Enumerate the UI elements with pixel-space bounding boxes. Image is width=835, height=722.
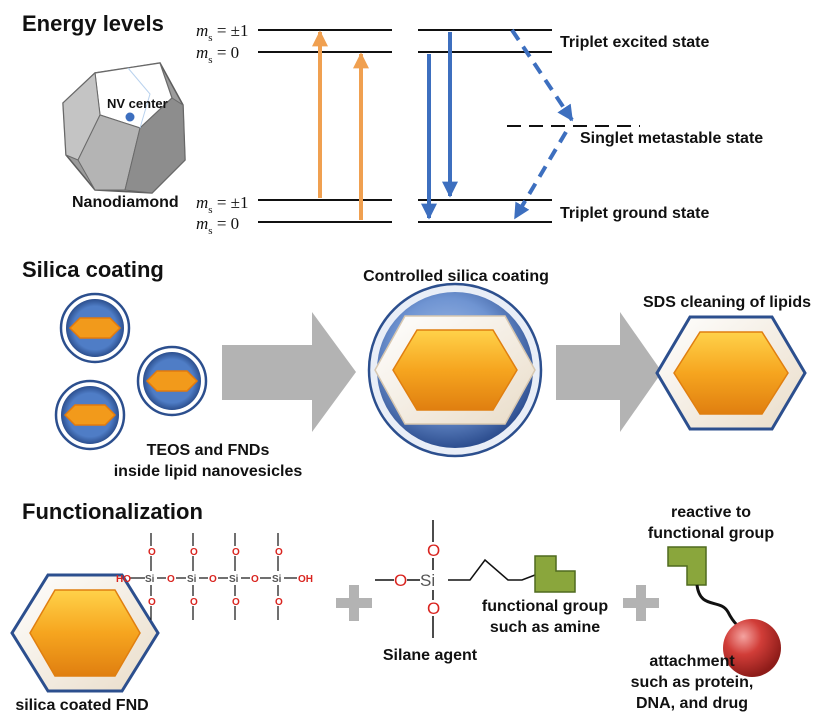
svg-text:O: O xyxy=(251,574,259,585)
label-nanodiamond: Nanodiamond xyxy=(72,194,179,211)
silica-coated-fnd-particle xyxy=(10,573,160,693)
cleaned-silica-fnd xyxy=(655,315,807,431)
process-arrow-2 xyxy=(556,312,662,432)
svg-text:O: O xyxy=(232,597,240,608)
label-triplet-ground: Triplet ground state xyxy=(560,205,709,222)
reactive-group-block xyxy=(667,546,707,586)
label-triplet-excited: Triplet excited state xyxy=(560,34,709,51)
svg-text:O: O xyxy=(427,599,440,618)
label-functional-group-line2: such as amine xyxy=(490,619,600,636)
level-label-lower-pm1: ms = ±1 xyxy=(196,193,248,216)
label-teos-line1: TEOS and FNDs xyxy=(147,442,270,459)
plus-sign-1 xyxy=(336,585,372,621)
svg-text:O: O xyxy=(427,541,440,560)
functional-group-block xyxy=(534,555,576,593)
svg-text:ms = 0: ms = 0 xyxy=(196,214,239,237)
label-sds-cleaning: SDS cleaning of lipids xyxy=(643,294,811,311)
reactive-linker xyxy=(667,546,781,677)
isc-arrow-down-to-singlet xyxy=(510,28,574,122)
label-attachment-line3: DNA, and drug xyxy=(636,695,748,712)
isc-arrow-down-to-ground xyxy=(513,130,568,220)
plus-sign-2 xyxy=(623,585,659,621)
nanodiamond-illustration: NV center xyxy=(62,62,186,194)
svg-text:Si: Si xyxy=(145,574,155,585)
svg-text:ms = ±1: ms = ±1 xyxy=(196,193,248,216)
svg-text:OH: OH xyxy=(298,574,313,585)
label-silica-coated-fnd: silica coated FND xyxy=(15,697,148,714)
label-controlled-silica-coating: Controlled silica coating xyxy=(363,268,549,285)
silica-coated-vesicle xyxy=(367,282,543,458)
svg-text:ms = 0: ms = 0 xyxy=(196,43,239,66)
section-title-functionalization: Functionalization xyxy=(22,499,203,524)
label-reactive-line2: functional group xyxy=(648,525,774,542)
svg-text:O: O xyxy=(275,597,283,608)
svg-text:O: O xyxy=(148,597,156,608)
label-attachment-line2: such as protein, xyxy=(631,674,754,691)
nv-center-dot xyxy=(125,112,135,122)
svg-text:Si: Si xyxy=(420,571,435,590)
lipid-vesicle-1 xyxy=(59,292,131,364)
svg-text:O: O xyxy=(190,597,198,608)
svg-text:Si: Si xyxy=(229,574,239,585)
label-teos-line2: inside lipid nanovesicles xyxy=(114,463,303,480)
label-attachment-line1: attachment xyxy=(649,653,735,670)
level-label-upper-pm1: ms = ±1 xyxy=(196,21,248,44)
section-title-energy: Energy levels xyxy=(22,11,164,36)
svg-text:O: O xyxy=(167,574,175,585)
lipid-vesicle-3 xyxy=(54,379,126,451)
label-silane-agent: Silane agent xyxy=(383,647,478,664)
attachment-sphere xyxy=(723,619,781,677)
section-title-silica: Silica coating xyxy=(22,257,164,282)
label-reactive-line1: reactive to xyxy=(671,504,751,521)
lipid-vesicle-2 xyxy=(136,345,208,417)
energy-level-diagram: ms = ±1 ms = 0 ms = ±1 ms = 0 Tripl xyxy=(196,21,763,237)
svg-text:Si: Si xyxy=(187,574,197,585)
label-functional-group-line1: functional group xyxy=(482,598,608,615)
level-label-lower-0: ms = 0 xyxy=(196,214,239,237)
svg-text:O: O xyxy=(232,547,240,558)
label-singlet-metastable: Singlet metastable state xyxy=(580,130,763,147)
svg-text:O: O xyxy=(190,547,198,558)
svg-text:O: O xyxy=(148,547,156,558)
svg-text:ms = ±1: ms = ±1 xyxy=(196,21,248,44)
label-nv-center: NV center xyxy=(107,96,168,111)
level-label-upper-0: ms = 0 xyxy=(196,43,239,66)
process-arrow-1 xyxy=(222,312,356,432)
svg-text:Si: Si xyxy=(272,574,282,585)
svg-text:O: O xyxy=(394,571,407,590)
silane-agent-molecule: O O Si O xyxy=(375,520,576,638)
svg-text:O: O xyxy=(209,574,217,585)
svg-text:HO: HO xyxy=(116,574,131,585)
siloxane-chain: HO Si O Si O Si O Si OH O O O O O O O O xyxy=(116,533,313,620)
svg-text:O: O xyxy=(275,547,283,558)
